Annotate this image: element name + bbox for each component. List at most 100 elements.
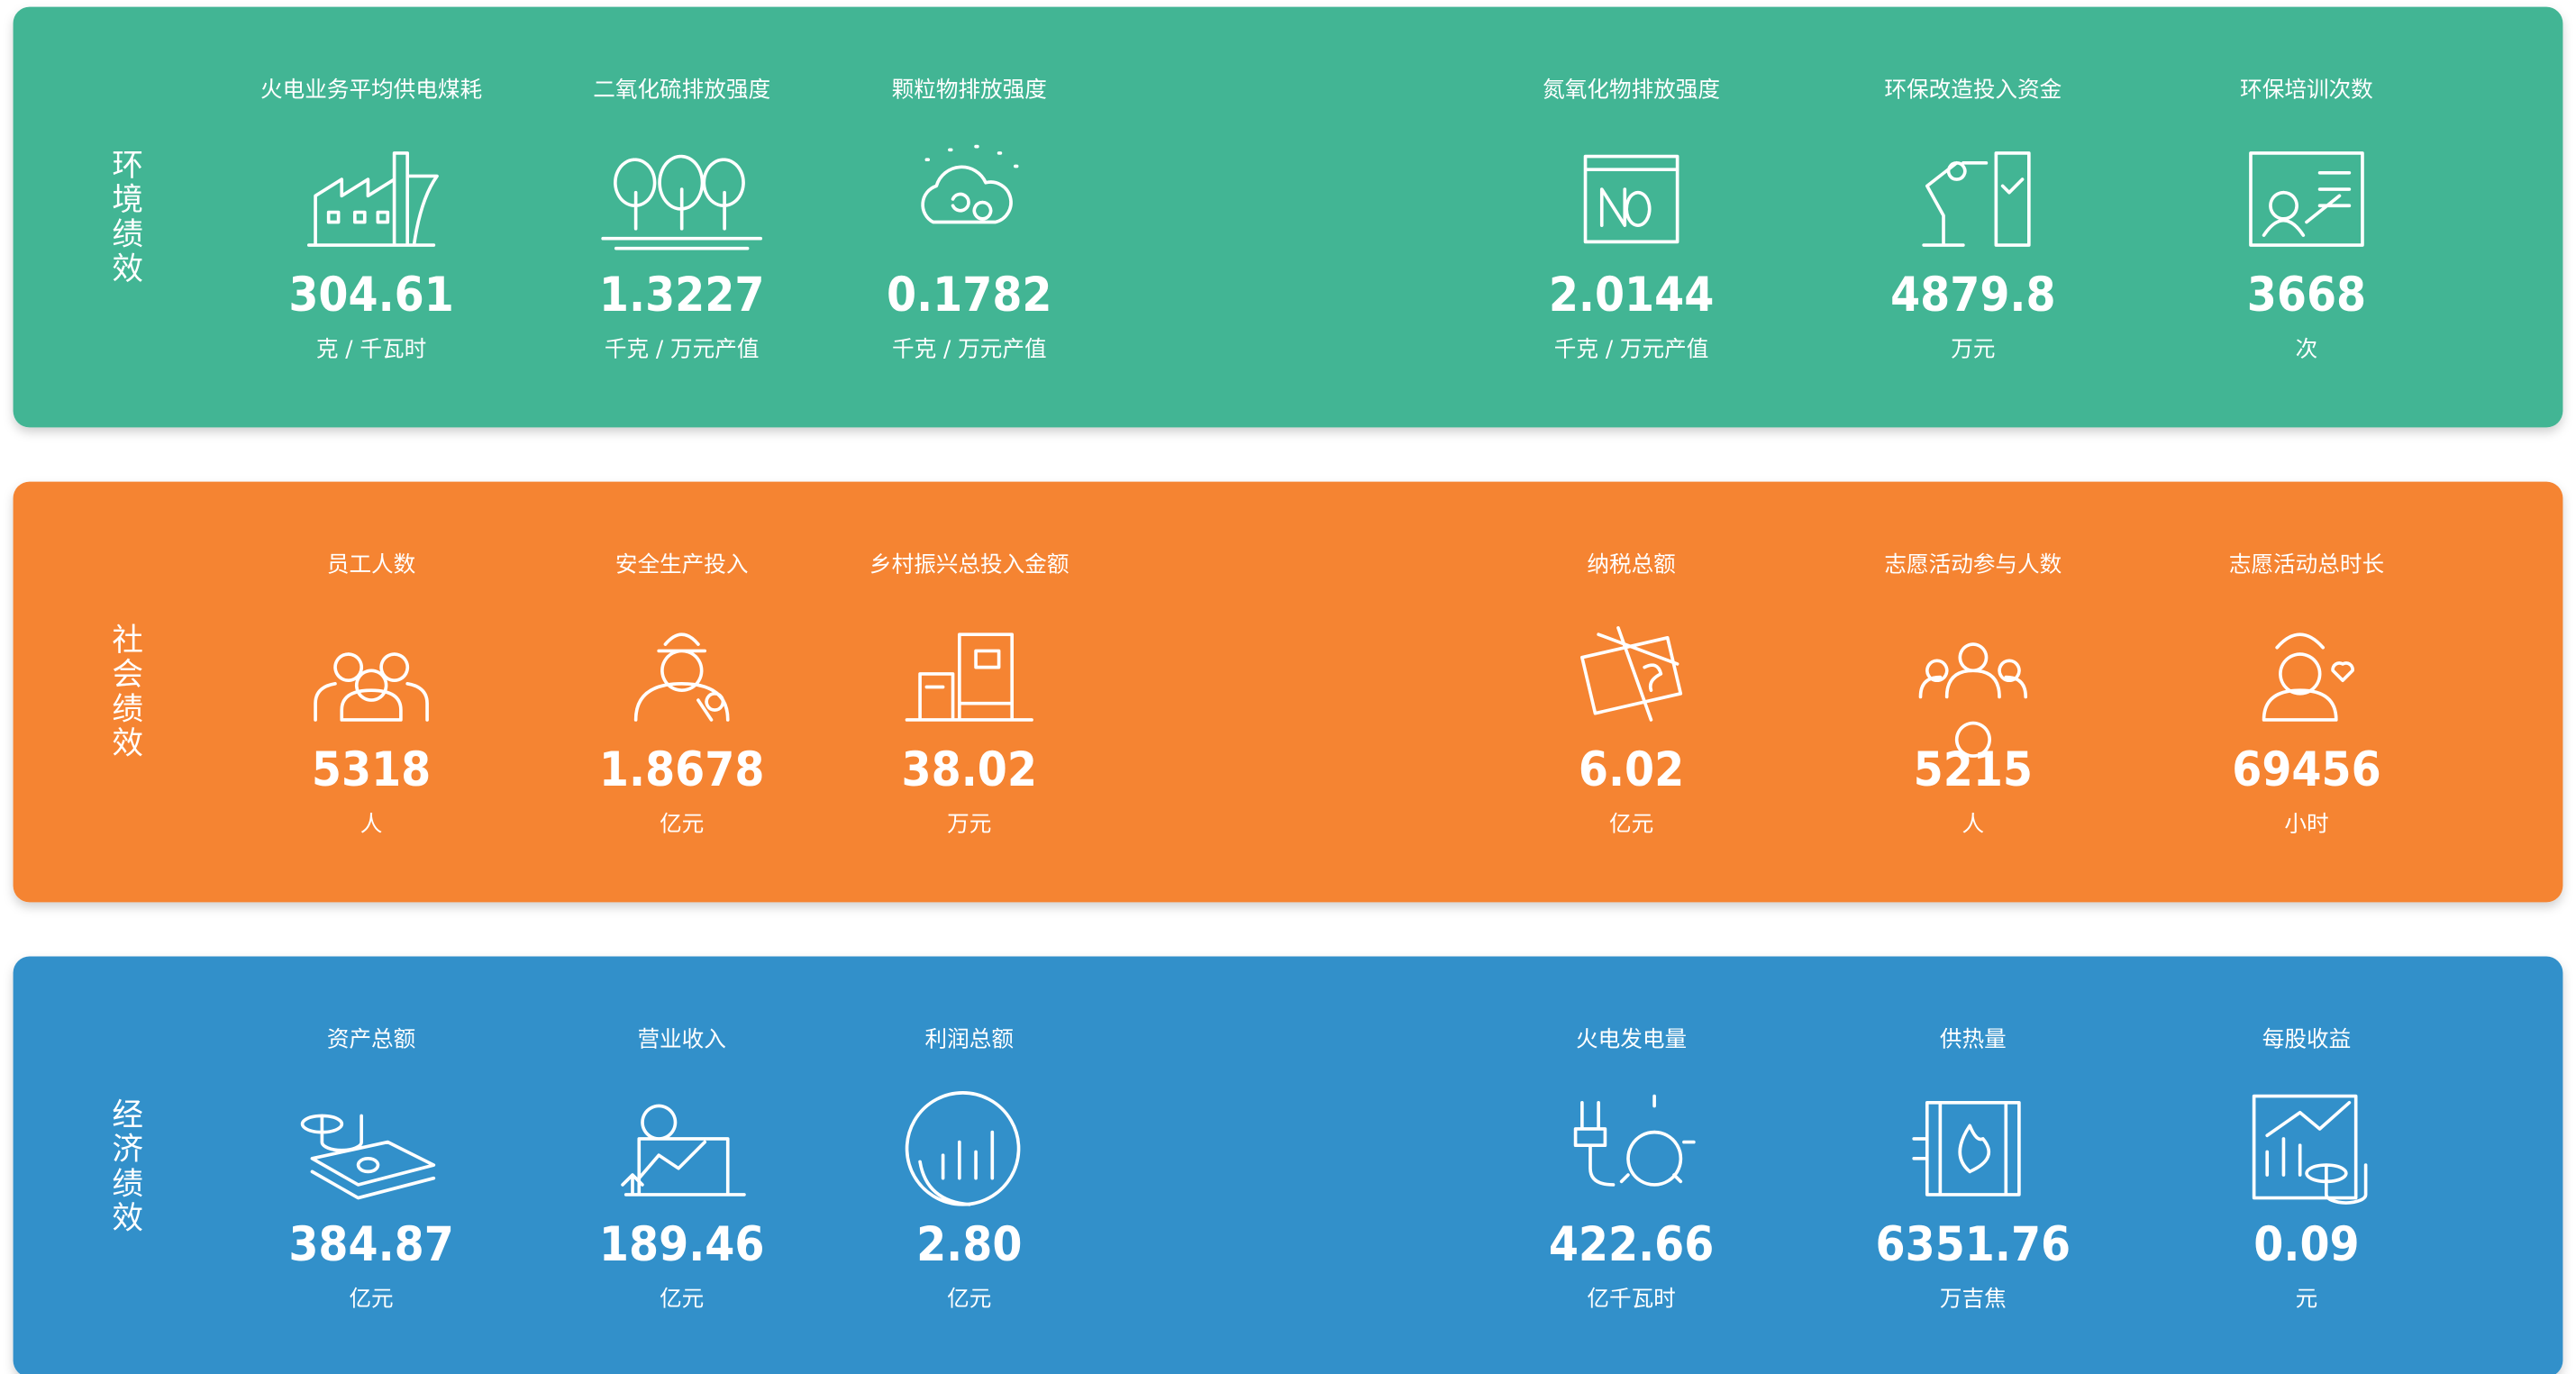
icon-shape xyxy=(2249,151,2364,247)
metric-title: 营业收入 xyxy=(637,1026,725,1052)
metric-unit: 千克 / 万元产值 xyxy=(605,336,760,362)
panel: 经济绩效 资产总额 384.87 亿元 营业收入 189.46 亿元 利润总额 2.80 亿元 火电… xyxy=(13,956,2563,1374)
metric: 乡村振兴总投入金额 38.02 万元 xyxy=(869,551,1069,837)
metric-unit: 万吉焦 xyxy=(1940,1286,2007,1312)
metric-title: 环保培训次数 xyxy=(2240,77,2373,103)
metric-icon xyxy=(2249,151,2364,247)
metric-unit: 人 xyxy=(360,811,383,837)
metric-icon xyxy=(601,154,763,250)
panel-label: 社会绩效 xyxy=(106,623,143,760)
metric-title: 颗粒物排放强度 xyxy=(892,77,1047,103)
metric-icon xyxy=(1912,1100,2021,1197)
metric-unit: 小时 xyxy=(2284,811,2328,837)
metric-icon xyxy=(2252,1094,2368,1205)
metric-title: 志愿活动参与人数 xyxy=(1884,551,2062,578)
metric-icon xyxy=(921,144,1019,224)
metric-value: 2.80 xyxy=(916,1217,1022,1272)
metric-title: 利润总额 xyxy=(925,1026,1014,1052)
metric-value: 0.09 xyxy=(2253,1217,2359,1272)
icon-shape xyxy=(601,154,763,250)
metric-title: 安全生产投入 xyxy=(615,551,749,578)
metric-title: 纳税总额 xyxy=(1587,551,1675,578)
panel-label: 经济绩效 xyxy=(106,1097,142,1235)
icon-shape xyxy=(314,652,429,722)
metric: 火电发电量 422.66 亿千瓦时 xyxy=(1549,1026,1715,1312)
metric-unit: 人 xyxy=(1962,811,1985,837)
metric-icon xyxy=(306,151,439,247)
metric-icon xyxy=(1573,1094,1696,1187)
metric: 环保改造投入资金 4879.8 万元 xyxy=(1884,77,2062,362)
metric-title: 二氧化硫排放强度 xyxy=(593,77,770,103)
metric-title: 每股收益 xyxy=(2262,1026,2351,1052)
metric-value: 6351.76 xyxy=(1876,1217,2071,1272)
metric-title: 志愿活动总时长 xyxy=(2229,551,2384,578)
metric: 火电业务平均供电煤耗 304.61 克 / 千瓦时 xyxy=(260,77,482,362)
panel-background xyxy=(13,481,2563,903)
metric: 志愿活动参与人数 5215 人 xyxy=(1884,551,2062,837)
metric: 环保培训次数 3668 次 xyxy=(2240,77,2373,362)
icon-shape xyxy=(633,632,730,722)
icon-shape xyxy=(1580,626,1683,722)
metric-value: 422.66 xyxy=(1549,1217,1715,1272)
metric-icon xyxy=(633,632,730,722)
metric-value: 384.87 xyxy=(288,1217,454,1272)
metric-icon xyxy=(300,1114,436,1200)
icon-shape xyxy=(300,1114,436,1200)
metric-unit: 亿元 xyxy=(349,1286,393,1312)
metric: 纳税总额 6.02 亿元 xyxy=(1579,551,1684,837)
metric-value: 0.1782 xyxy=(887,268,1052,323)
icon-shape xyxy=(1583,154,1679,244)
metric-value: 69456 xyxy=(2232,742,2380,797)
panel-background xyxy=(13,956,2563,1374)
metric-title: 员工人数 xyxy=(327,551,415,578)
metric-icon xyxy=(905,632,1033,722)
icon-shape xyxy=(905,632,1033,722)
metric-value: 3668 xyxy=(2247,268,2366,323)
metric-unit: 亿千瓦时 xyxy=(1587,1286,1675,1312)
metric-value: 5318 xyxy=(312,742,431,797)
metric-unit: 千克 / 万元产值 xyxy=(1554,336,1709,362)
metric-title: 火电发电量 xyxy=(1576,1026,1687,1052)
metric-icon xyxy=(905,1091,1021,1206)
metric: 利润总额 2.80 亿元 xyxy=(905,1026,1022,1312)
metric-unit: 亿元 xyxy=(660,811,704,837)
metric-unit: 次 xyxy=(2296,336,2318,362)
metric-value: 6.02 xyxy=(1579,742,1684,797)
metric-value: 1.8678 xyxy=(599,742,765,797)
icon-shape xyxy=(2252,1094,2368,1205)
metric-icon xyxy=(1922,151,2031,247)
metric: 安全生产投入 1.8678 亿元 xyxy=(599,551,765,837)
metric-icon xyxy=(314,652,429,722)
metric-icon xyxy=(1580,626,1683,722)
panel: 环境绩效 火电业务平均供电煤耗 304.61 克 / 千瓦时 二氧化硫排放强度 1.322… xyxy=(13,6,2563,428)
metric-icon xyxy=(2262,632,2354,722)
metric-value: 2.0144 xyxy=(1549,268,1715,323)
metric-title: 资产总额 xyxy=(327,1026,415,1052)
icon-shape xyxy=(1922,151,2031,247)
metric-unit: 克 / 千瓦时 xyxy=(316,336,426,362)
metric-value: 304.61 xyxy=(288,268,454,323)
metric-unit: 亿元 xyxy=(1609,811,1653,837)
icon-shape xyxy=(1912,1100,2021,1197)
metric-icon xyxy=(1918,642,2028,758)
metric-value: 1.3227 xyxy=(599,268,765,323)
icon-shape xyxy=(1573,1094,1696,1187)
metric-icon xyxy=(1583,154,1679,244)
icon-shape xyxy=(306,151,439,247)
panel-label: 环境绩效 xyxy=(106,148,142,286)
metric-unit: 万元 xyxy=(947,811,991,837)
panel-background xyxy=(13,6,2563,428)
metric-title: 环保改造投入资金 xyxy=(1884,77,2062,103)
metric: 颗粒物排放强度 0.1782 千克 / 万元产值 xyxy=(887,77,1052,362)
metric-title: 乡村振兴总投入金额 xyxy=(869,551,1069,578)
metric-unit: 亿元 xyxy=(660,1286,704,1312)
metric-unit: 元 xyxy=(2296,1286,2318,1312)
metric-unit: 万元 xyxy=(1951,336,1995,362)
metric-title: 火电业务平均供电煤耗 xyxy=(260,77,482,103)
metric-title: 氮氧化物排放强度 xyxy=(1543,77,1720,103)
metric-unit: 千克 / 万元产值 xyxy=(892,336,1047,362)
icon-shape xyxy=(1918,642,2028,758)
metric: 氮氧化物排放强度 2.0144 千克 / 万元产值 xyxy=(1543,77,1720,362)
icon-shape xyxy=(2262,632,2354,722)
metric: 二氧化硫排放强度 1.3227 千克 / 万元产值 xyxy=(593,77,770,362)
